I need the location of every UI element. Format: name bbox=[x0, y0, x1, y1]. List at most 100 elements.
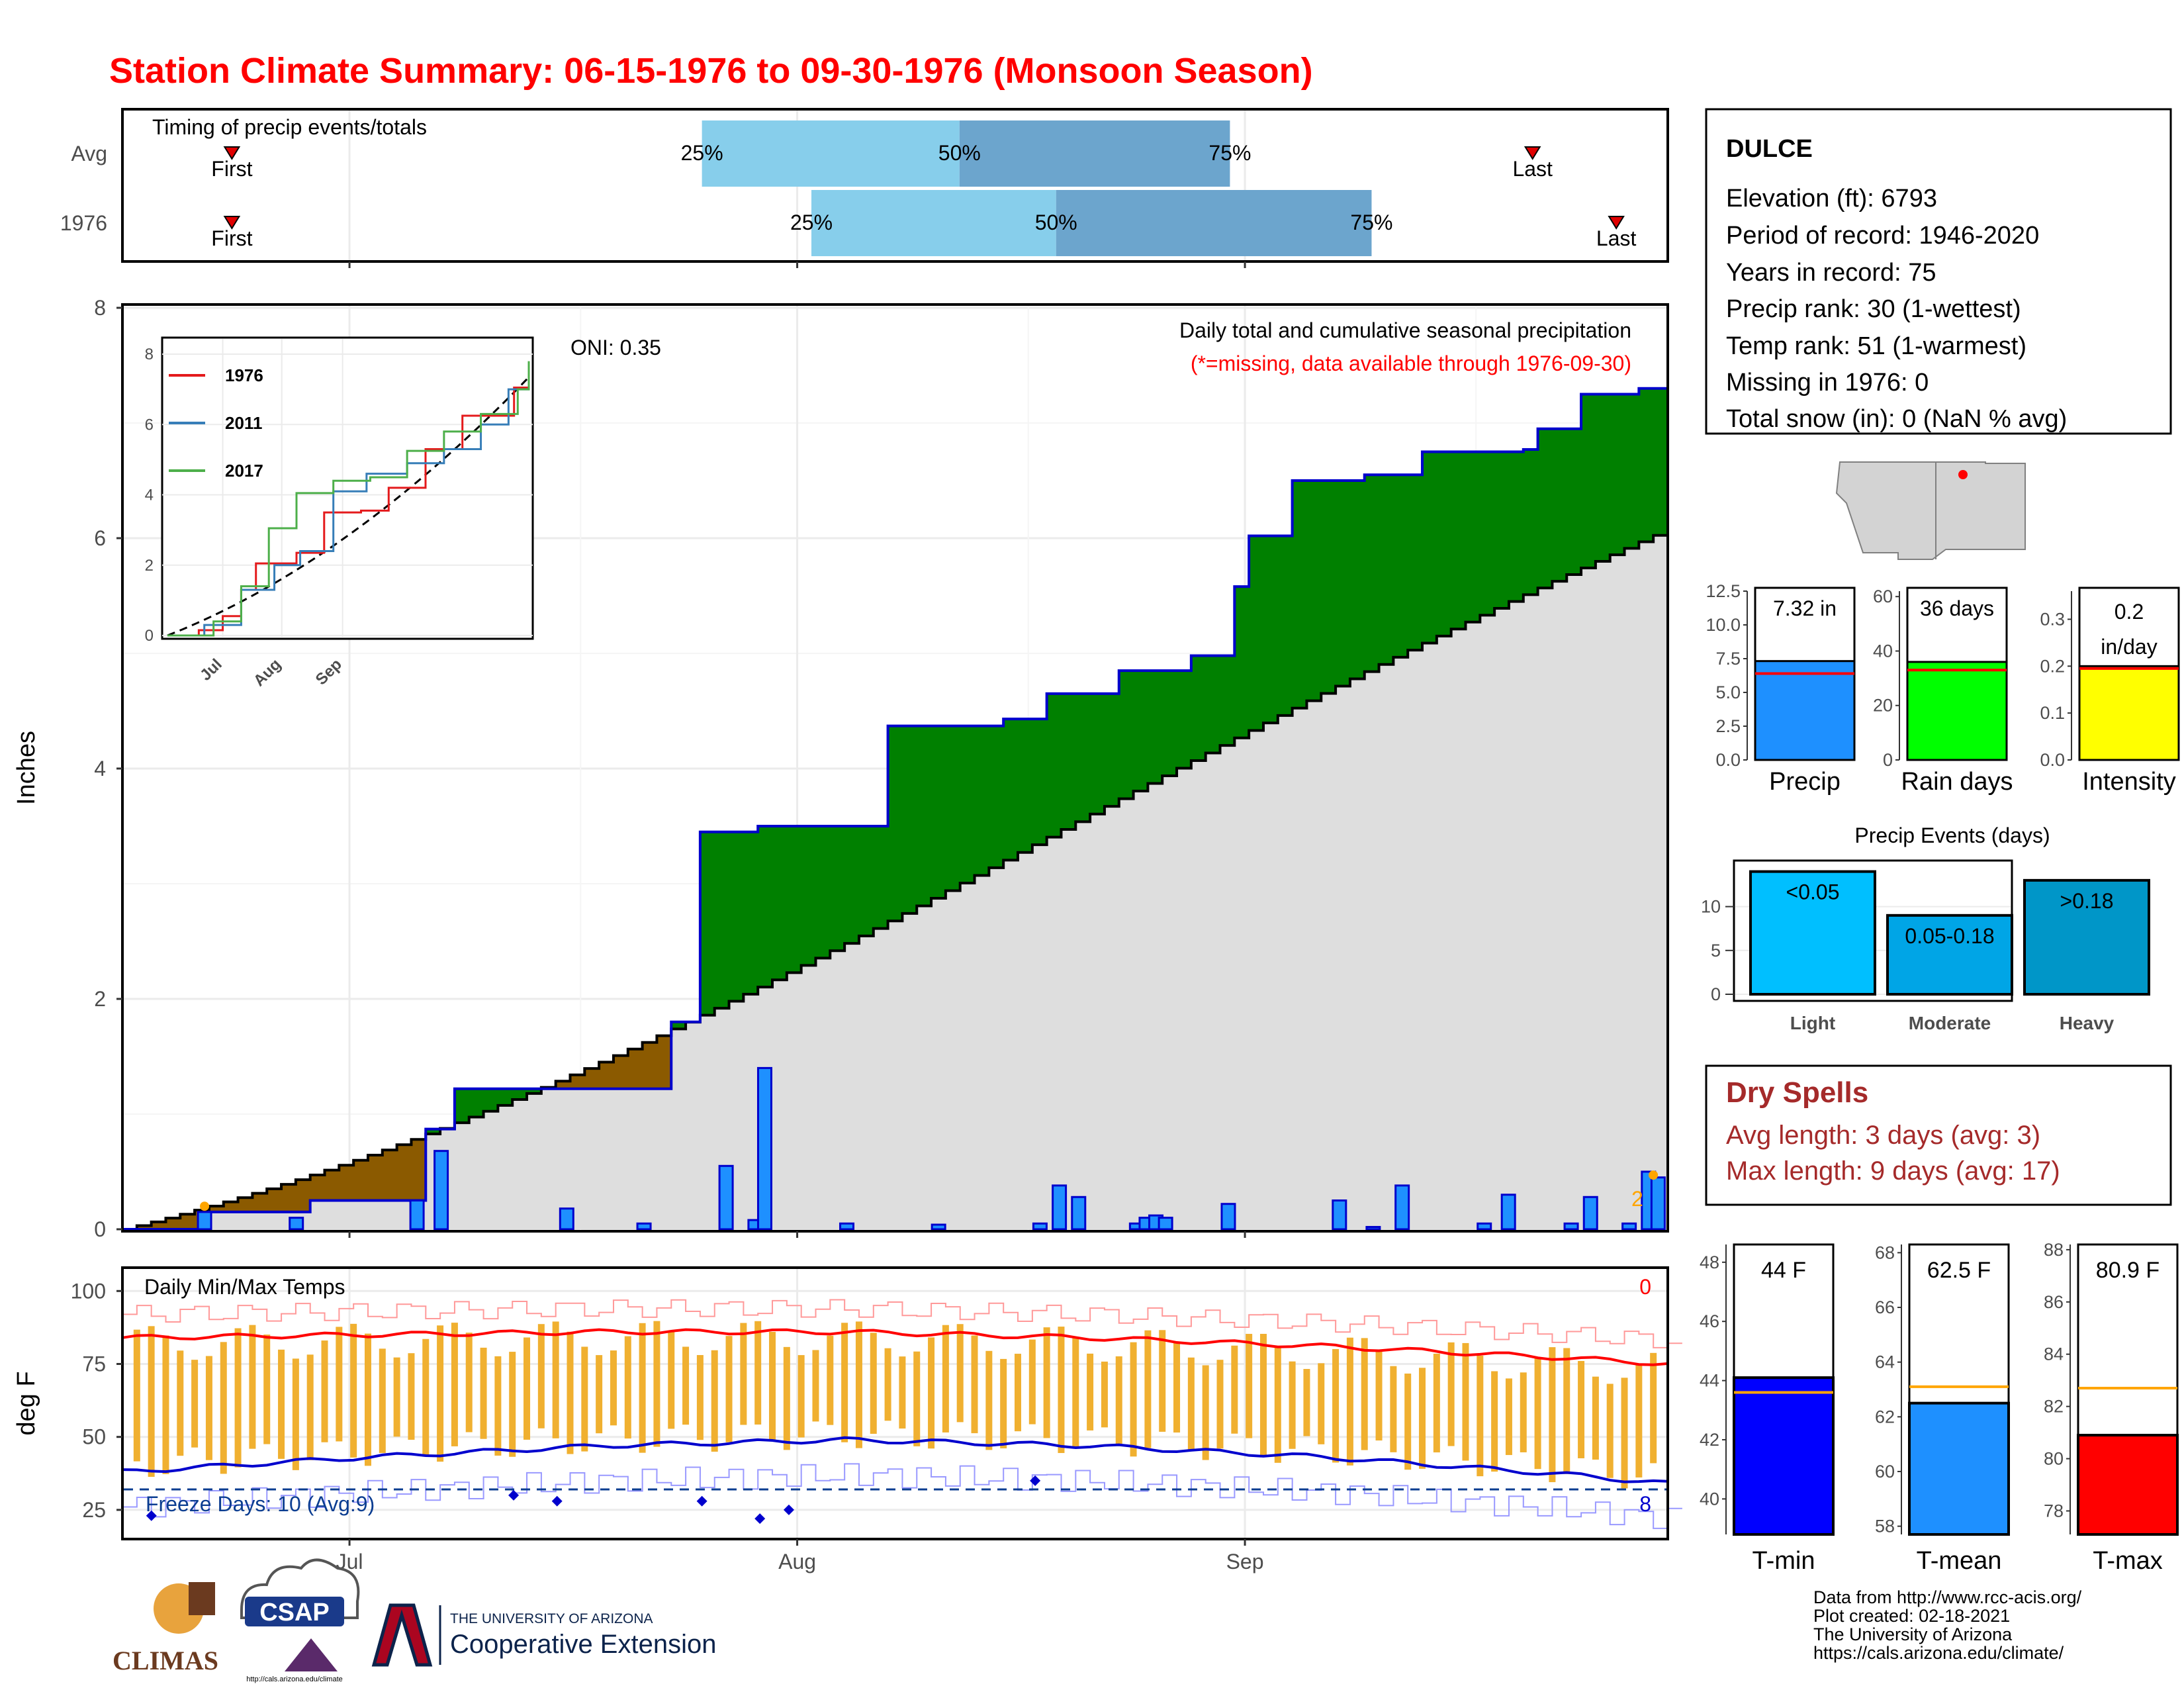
temp-bar-2 bbox=[2077, 1434, 2179, 1536]
precip-ytick-label: 6 bbox=[94, 526, 106, 550]
cold-days-count: 8 bbox=[1639, 1492, 1651, 1516]
daily-temp-range-bar bbox=[1332, 1348, 1340, 1463]
timing-row-label-avg: Avg bbox=[71, 142, 107, 165]
events-tick-label: 5 bbox=[1711, 941, 1721, 961]
station-line-elevation: Elevation (ft): 6793 bbox=[1726, 185, 1937, 212]
temp-bar-0 bbox=[1733, 1376, 1835, 1536]
hot-days-count: 0 bbox=[1639, 1275, 1651, 1299]
last-event-dot bbox=[1649, 1170, 1659, 1180]
daily-precip-bar bbox=[1621, 1222, 1637, 1231]
summary-bar-name-0: Precip bbox=[1769, 768, 1841, 796]
daily-precip-bar bbox=[1582, 1196, 1598, 1231]
ua-a-logo-icon bbox=[371, 1603, 433, 1667]
inset-legend-label-2017: 2017 bbox=[225, 461, 263, 481]
daily-temp-range-bar bbox=[1563, 1348, 1570, 1474]
daily-temp-range-bar bbox=[682, 1346, 690, 1425]
summary-bar-2 bbox=[2078, 665, 2180, 761]
daily-temp-range-bar bbox=[884, 1348, 891, 1421]
temp-ytick-label: 50 bbox=[82, 1425, 106, 1449]
event-category-label-moderate: Moderate bbox=[1909, 1013, 1991, 1033]
daily-temp-range-bar bbox=[306, 1354, 314, 1460]
summary-value-label-1: 36 days bbox=[1920, 596, 1994, 620]
temp-summary-tick-label: 40 bbox=[1700, 1489, 1719, 1509]
inset-legend-label-2011: 2011 bbox=[225, 413, 262, 433]
daily-temp-range-bar bbox=[1361, 1338, 1368, 1450]
station-line-years: Years in record: 75 bbox=[1726, 259, 1936, 287]
precip-ytick-label: 8 bbox=[94, 296, 106, 320]
precip-subtitle: Daily total and cumulative seasonal prec… bbox=[1179, 318, 1631, 342]
freeze-days-label: Freeze Days: 10 (Avg:9) bbox=[146, 1492, 375, 1516]
first-event-marker bbox=[223, 216, 241, 230]
daily-temp-range-bar bbox=[956, 1324, 964, 1423]
daily-temp-range-bar bbox=[1187, 1357, 1195, 1450]
daily-precip-bar bbox=[433, 1150, 449, 1231]
temp-ytick-label: 100 bbox=[71, 1279, 106, 1303]
x-tick-label: Sep bbox=[1226, 1550, 1264, 1573]
daily-temp-range-bar bbox=[1087, 1353, 1094, 1430]
first-event-dot bbox=[200, 1201, 210, 1211]
event-bar-label-light: <0.05 bbox=[1786, 880, 1840, 904]
daily-temp-range-bar bbox=[855, 1321, 862, 1448]
daily-temp-range-bar bbox=[451, 1323, 458, 1446]
summary-tick-label: 2.5 bbox=[1715, 716, 1741, 736]
daily-temp-range-bar bbox=[509, 1352, 516, 1457]
daily-temp-range-bar bbox=[928, 1337, 935, 1449]
daily-temp-range-bar bbox=[552, 1321, 559, 1438]
daily-temp-range-bar bbox=[653, 1321, 660, 1447]
daily-temp-range-bar bbox=[711, 1350, 718, 1452]
station-box-border bbox=[1705, 108, 2172, 435]
last-event-label: Last bbox=[1512, 157, 1553, 181]
daily-temp-range-bar bbox=[696, 1355, 704, 1440]
events-title: Precip Events (days) bbox=[1854, 823, 2050, 847]
daily-temp-range-bar bbox=[1477, 1355, 1484, 1477]
precip-ytick-label: 0 bbox=[94, 1217, 106, 1241]
event-bar-label-moderate: 0.05-0.18 bbox=[1905, 924, 1994, 948]
daily-temp-range-bar bbox=[393, 1357, 400, 1437]
temp-ytick-label: 25 bbox=[82, 1498, 106, 1522]
daily-precip-bar bbox=[1052, 1184, 1068, 1231]
daily-temp-range-bar bbox=[870, 1333, 877, 1434]
daily-temp-range-bar bbox=[841, 1323, 848, 1442]
timing-quartile-label: 50% bbox=[1035, 211, 1077, 234]
missing-note: (*=missing, data available through 1976-… bbox=[1191, 352, 1631, 375]
daily-temp-range-bar bbox=[205, 1356, 212, 1460]
temp-summary-bars: 40 42 44 46 48 44 F T-min 58 60 62 64 66 68 62.5 F T-m… bbox=[1700, 1240, 2179, 1575]
inset-ytick-label: 4 bbox=[145, 487, 154, 504]
summary-tick-label: 7.5 bbox=[1715, 649, 1741, 669]
event-category-label-heavy: Heavy bbox=[2060, 1013, 2115, 1033]
daily-temp-range-bar bbox=[437, 1325, 444, 1462]
temp-bar-name-1: T-mean bbox=[1917, 1547, 2002, 1575]
summary-value-label-0: 7.32 in bbox=[1773, 596, 1837, 620]
timing-quartile-label: 25% bbox=[790, 211, 833, 234]
inset-ytick-label: 6 bbox=[145, 416, 154, 434]
credits: Data from http://www.rcc-acis.org/ Plot … bbox=[1813, 1587, 2082, 1663]
map-states bbox=[1835, 461, 2026, 560]
summary-tick-label: 10.0 bbox=[1706, 615, 1741, 635]
inset-series-line-2017 bbox=[167, 361, 530, 637]
daily-temp-range-bar bbox=[1592, 1376, 1599, 1460]
timing-quartile-label: 75% bbox=[1208, 141, 1251, 165]
csap-logo-text: CSAP bbox=[259, 1599, 330, 1626]
temp-summary-tick-label: 58 bbox=[1875, 1517, 1895, 1536]
daily-temp-range-bar bbox=[278, 1349, 285, 1459]
temp-summary-tick-label: 86 bbox=[2044, 1292, 2064, 1312]
daily-temp-range-bar bbox=[1549, 1347, 1556, 1483]
daily-temp-range-bar bbox=[639, 1323, 646, 1453]
station-line-precip-rank: Precip rank: 30 (1-wettest) bbox=[1726, 295, 2021, 323]
summary-tick-label: 0.2 bbox=[2040, 656, 2065, 676]
summary-tick-label: 20 bbox=[1873, 696, 1893, 716]
daily-precip-bar bbox=[839, 1222, 855, 1231]
daily-temp-range-bar bbox=[797, 1355, 805, 1438]
daily-temp-range-bar bbox=[1202, 1365, 1209, 1460]
temp-panel-border bbox=[121, 1266, 1669, 1540]
daily-temp-range-bar bbox=[408, 1353, 415, 1440]
daily-temp-range-bar bbox=[624, 1336, 631, 1439]
daily-temp-range-bar bbox=[827, 1335, 834, 1425]
temp-summary-tick-label: 68 bbox=[1875, 1243, 1895, 1262]
station-line-snow: Total snow (in): 0 (NaN % avg) bbox=[1726, 405, 2067, 433]
daily-temp-range-bar bbox=[942, 1325, 949, 1432]
event-bar-label-heavy: >0.18 bbox=[2060, 889, 2114, 913]
daily-temp-range-bar bbox=[971, 1335, 978, 1434]
station-line-temp-rank: Temp rank: 51 (1-warmest) bbox=[1726, 332, 2026, 360]
